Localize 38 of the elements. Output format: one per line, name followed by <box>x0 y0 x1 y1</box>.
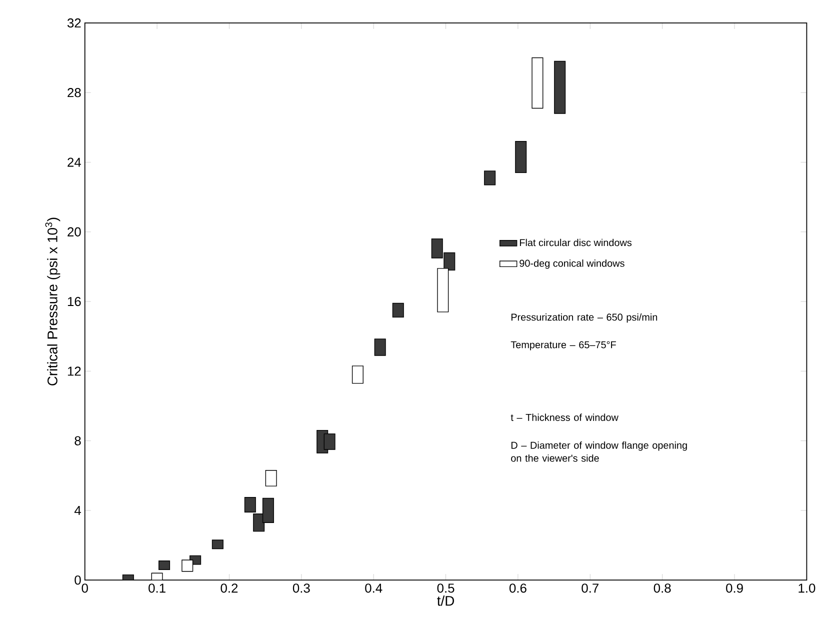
y-tick-label: 24 <box>68 158 81 167</box>
y-axis-title: Critical Pressure (psi x 10$^{3}$) <box>45 218 60 386</box>
y-tick-label: 8 <box>74 436 81 446</box>
x-tick-label: 0.3 <box>292 584 310 593</box>
x-tick-label: 1.0 <box>798 584 816 593</box>
y-tick-label: 0 <box>74 575 81 585</box>
legend-label: 90-deg conical windows <box>520 260 624 269</box>
x-axis-title: t/D <box>437 596 454 606</box>
bar <box>265 470 277 486</box>
bar <box>515 141 527 174</box>
x-tick-label: 0.8 <box>654 584 671 593</box>
bar <box>484 170 496 186</box>
legend-label: Flat circular disc windows <box>520 238 632 246</box>
annotation: D – Diameter of window flange opening on the viewer's side <box>511 442 687 462</box>
y-tick-label: 28 <box>68 88 81 98</box>
y-tick-label: 20 <box>68 227 81 236</box>
x-tick-label: 0.5 <box>437 584 454 593</box>
bar <box>532 57 544 109</box>
annotation: Pressurization rate – 650 psi/min <box>511 313 658 323</box>
y-tick-label: 12 <box>68 366 81 376</box>
bar <box>158 560 170 570</box>
bar <box>374 338 386 356</box>
x-tick-label: 0.6 <box>509 584 526 593</box>
bar <box>392 302 404 318</box>
y-tick-label: 4 <box>74 506 81 515</box>
x-tick-label: 0.2 <box>220 584 238 593</box>
y-tick-label: 16 <box>68 296 81 306</box>
annotation: Temperature – 65–75°F <box>510 341 616 350</box>
x-tick-label: 0 <box>82 584 88 593</box>
bar <box>352 366 364 384</box>
x-tick-label: 0.4 <box>365 584 382 593</box>
x-tick-label: 0.1 <box>148 584 166 593</box>
annotation: t – Thickness of window <box>510 414 618 421</box>
y-tick-label: 32 <box>67 18 81 28</box>
x-tick-label: 0.9 <box>726 584 743 593</box>
bar <box>554 60 566 114</box>
bar <box>212 540 224 550</box>
x-tick-label: 0.7 <box>582 584 598 593</box>
